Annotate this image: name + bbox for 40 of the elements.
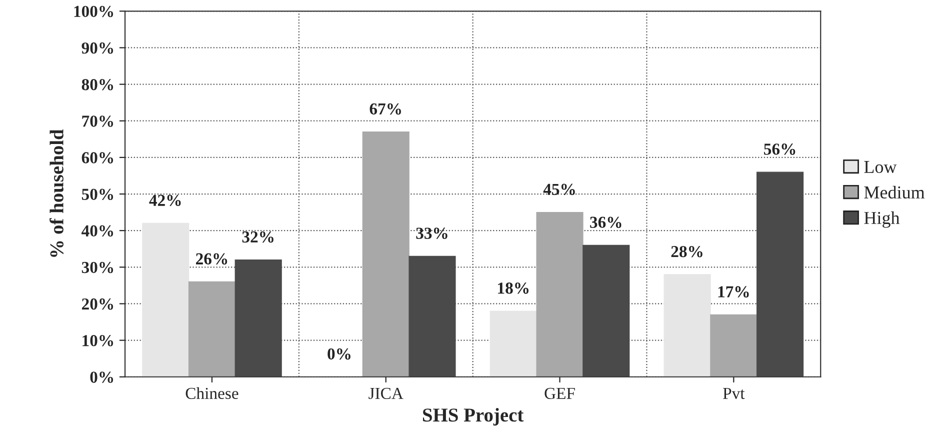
data-label: 0% [328, 348, 350, 360]
data-label: 45% [543, 184, 575, 196]
y-tick-label: 90% [82, 42, 114, 54]
y-tick-label: 0% [90, 372, 114, 383]
bar [142, 222, 190, 377]
data-label: 28% [671, 246, 702, 258]
legend-label: High [864, 211, 900, 228]
y-axis-title: % of household [50, 129, 64, 257]
bar [362, 131, 410, 377]
y-tick-label: 40% [82, 225, 114, 237]
y-tick-label: 20% [82, 298, 114, 310]
y-tick-label: 60% [82, 152, 114, 164]
data-label: 26% [196, 253, 228, 265]
data-label: 42% [149, 194, 181, 206]
y-tick-label: 80% [82, 78, 114, 90]
bar [188, 281, 236, 377]
y-tick-label: 70% [82, 116, 114, 127]
y-tick-label: 10% [82, 334, 114, 346]
legend-label: Low [864, 161, 897, 174]
bar [582, 244, 630, 377]
x-tick-label: Pvt [723, 388, 745, 400]
x-axis-title: SHS Project [423, 408, 524, 426]
bar [490, 310, 537, 377]
x-tick-label: GEF [544, 388, 575, 400]
x-tick-label: JICA [368, 388, 404, 400]
data-label: 56% [764, 144, 796, 155]
bar [664, 274, 711, 377]
data-label: 17% [718, 286, 749, 298]
data-label: 67% [370, 103, 401, 115]
data-label: 36% [590, 216, 622, 228]
data-label: 18% [498, 282, 528, 294]
data-label: 32% [242, 231, 274, 243]
x-tick-label: Chinese [186, 387, 238, 400]
bar [536, 212, 584, 377]
y-tick-label: 50% [82, 188, 114, 200]
legend-label: Medium [864, 186, 925, 199]
y-tick-label: 100% [74, 6, 114, 18]
y-tick-label: 30% [82, 262, 114, 274]
bar [710, 314, 758, 377]
data-label: 33% [416, 228, 448, 239]
